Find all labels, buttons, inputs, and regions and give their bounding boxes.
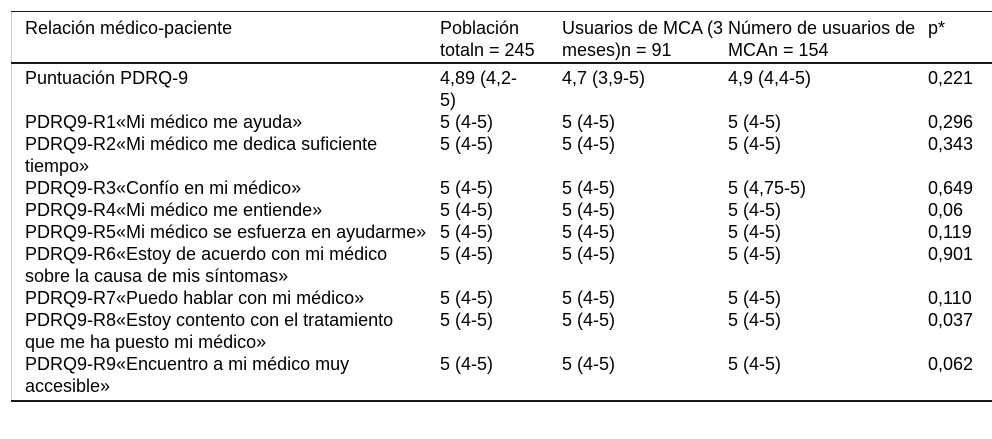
value-cell: 5 (4-5) <box>728 354 782 374</box>
table-row: PDRQ9-R9«Encuentro a mi médico muy acces… <box>12 353 992 401</box>
table-header: Relación médico-paciente Población totaln… <box>11 11 992 64</box>
value-cell: 5 (4-5) <box>728 200 782 220</box>
table-row: PDRQ9-R8«Estoy contento con el tratamien… <box>12 309 992 353</box>
value-cell: 5 (4-5) <box>562 354 616 374</box>
value-cell: 5 (4-5) <box>440 222 494 242</box>
value-cell: 0,343 <box>928 134 974 154</box>
value-cell: 0,221 <box>928 68 974 88</box>
value-cell: 5 (4-5) <box>728 134 782 154</box>
value-cell: 5 (4-5) <box>440 200 494 220</box>
value-cell: 4,89 (4,2- 5) <box>440 68 518 110</box>
value-cell: 5 (4-5) <box>728 288 782 308</box>
table-row: PDRQ9-R7«Puedo hablar con mi médico» 5 (4… <box>12 287 992 309</box>
table-row: PDRQ9-R5«Mi médico se esfuerza en ayudar… <box>12 221 992 243</box>
value-cell: 0,037 <box>928 310 974 330</box>
value-cell: 0,649 <box>928 178 974 198</box>
table-row: PDRQ9-R2«Mi médico me dedica suficiente … <box>12 133 992 177</box>
value-cell: 5 (4-5) <box>728 310 782 330</box>
value-cell: 5 (4-5) <box>440 178 494 198</box>
column-header-0: Relación médico-paciente <box>11 11 440 64</box>
value-cell: 5 (4-5) <box>440 310 494 330</box>
value-cell: 4,9 (4,4-5) <box>728 68 812 88</box>
value-cell: 5 (4-5) <box>440 134 494 154</box>
value-cell: 5 (4,75-5) <box>728 178 807 198</box>
row-label-cell: Puntuación PDRQ-9 <box>25 68 189 88</box>
value-cell: 5 (4-5) <box>562 200 616 220</box>
row-label-cell: PDRQ9-R5«Mi médico se esfuerza en ayudar… <box>25 222 427 242</box>
value-cell: 5 (4-5) <box>562 178 616 198</box>
value-cell: 0,119 <box>928 222 972 242</box>
value-cell: 5 (4-5) <box>562 288 616 308</box>
row-label-cell: PDRQ9-R3«Confío en mi médico» <box>25 178 302 198</box>
pdrq9-results-table: Relación médico-paciente Población totaln… <box>11 11 992 402</box>
value-cell: 0,062 <box>928 354 974 374</box>
table-row: PDRQ9-R3«Confío en mi médico» 5 (4-5) 5 (4… <box>12 177 992 199</box>
value-cell: 0,901 <box>928 244 974 264</box>
table-row: PDRQ9-R6«Estoy de acuerdo con mi médico … <box>12 243 992 287</box>
column-header-2: Usuarios de MCA (3 meses)n = 91 <box>562 11 728 64</box>
column-header-1: Población totaln = 245 <box>440 11 562 64</box>
value-cell: 4,7 (3,9-5) <box>562 68 646 88</box>
value-cell: 0,06 <box>928 200 964 220</box>
value-cell: 5 (4-5) <box>440 112 494 132</box>
column-header-3: Número de usuarios de MCAn = 154 <box>728 11 928 64</box>
value-cell: 5 (4-5) <box>562 310 616 330</box>
column-header-4: p* <box>928 11 992 64</box>
value-cell: 0,110 <box>928 288 972 308</box>
value-cell: 5 (4-5) <box>562 244 616 264</box>
table-row: Puntuación PDRQ-9 4,89 (4,2- 5) 4,7 (3,9-5… <box>12 63 992 111</box>
value-cell: 5 (4-5) <box>440 354 494 374</box>
row-label-cell: PDRQ9-R8«Estoy contento con el tratamien… <box>25 310 394 352</box>
table-row: PDRQ9-R1«Mi médico me ayuda» 5 (4-5) 5 (4-… <box>12 111 992 133</box>
row-label-cell: PDRQ9-R7«Puedo hablar con mi médico» <box>25 288 365 308</box>
table-body: Puntuación PDRQ-9 4,89 (4,2- 5) 4,7 (3,9-5… <box>12 63 992 401</box>
table-row: PDRQ9-R4«Mi médico me entiende» 5 (4-5) 5 … <box>12 199 992 221</box>
row-label-cell: PDRQ9-R2«Mi médico me dedica suficiente … <box>25 134 378 176</box>
row-label-cell: PDRQ9-R1«Mi médico me ayuda» <box>25 112 303 132</box>
value-cell: 5 (4-5) <box>562 222 616 242</box>
value-cell: 5 (4-5) <box>562 112 616 132</box>
value-cell: 5 (4-5) <box>562 134 616 154</box>
row-label-cell: PDRQ9-R6«Estoy de acuerdo con mi médico … <box>25 244 388 286</box>
value-cell: 5 (4-5) <box>440 288 494 308</box>
value-cell: 5 (4-5) <box>440 244 494 264</box>
value-cell: 5 (4-5) <box>728 244 782 264</box>
value-cell: 5 (4-5) <box>728 112 782 132</box>
row-label-cell: PDRQ9-R4«Mi médico me entiende» <box>25 200 323 220</box>
value-cell: 0,296 <box>928 112 974 132</box>
row-label-cell: PDRQ9-R9«Encuentro a mi médico muy acces… <box>25 354 350 396</box>
header-row: Relación médico-paciente Población totaln… <box>11 11 992 64</box>
value-cell: 5 (4-5) <box>728 222 782 242</box>
